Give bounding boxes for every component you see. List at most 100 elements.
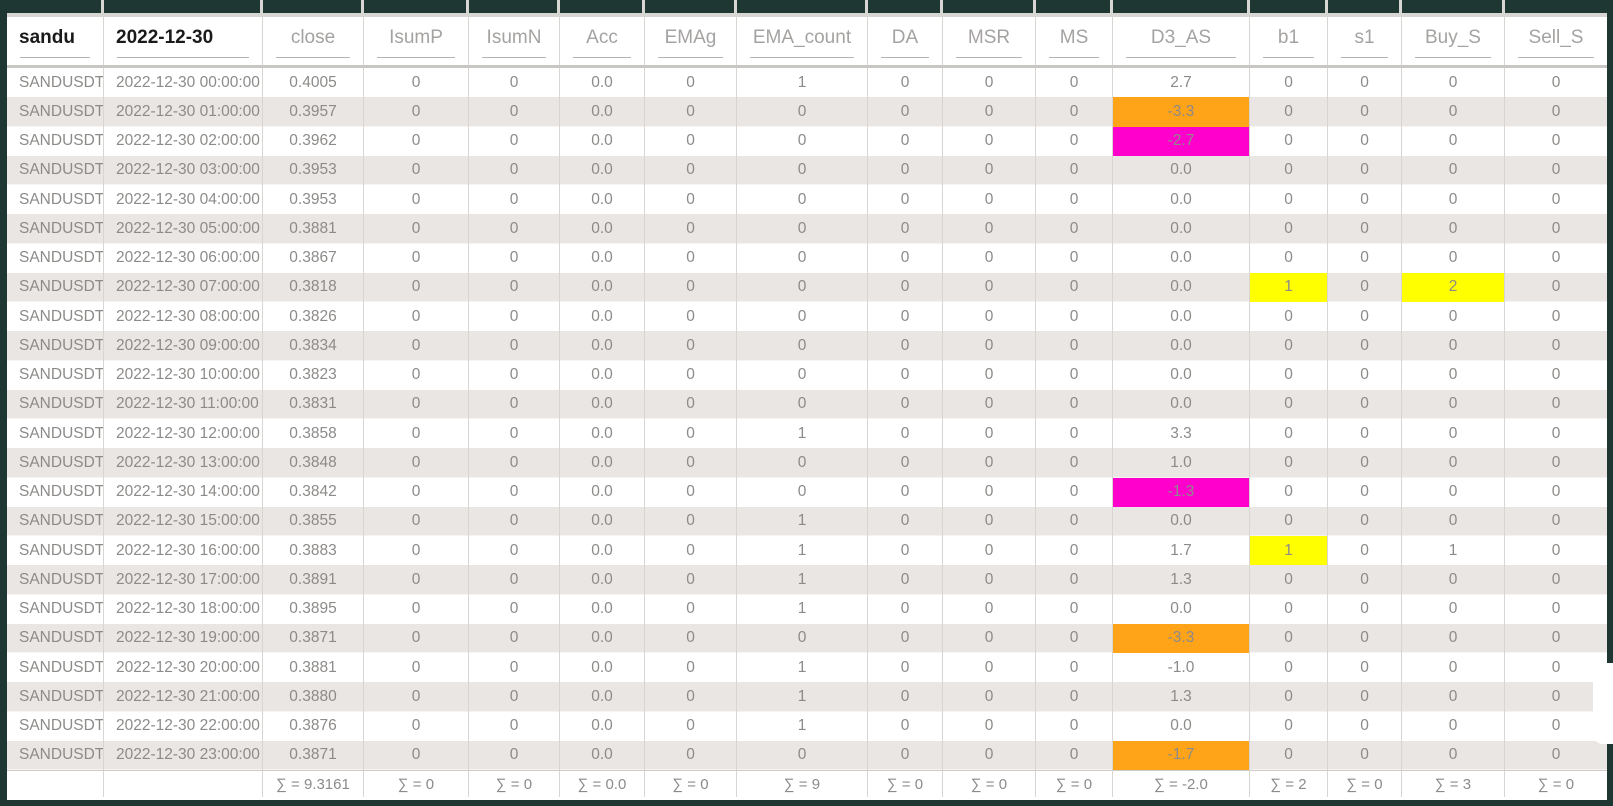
cell: 0 [868,214,943,244]
column-header-s1[interactable]: s1 [1328,17,1402,65]
cell: 0 [943,536,1036,566]
cell: 0.0 [560,448,645,478]
cell: 0 [1250,594,1328,624]
column-header-acc[interactable]: Acc [560,17,645,65]
cell: 2 [1402,272,1505,302]
cell: 0.4005 [263,68,364,98]
cell: 0 [737,623,868,653]
column-header-isump[interactable]: IsumP [364,17,469,65]
cell: 0 [364,653,469,683]
sum-cell [7,771,104,797]
frame-top-segment [1036,0,1110,13]
header-underline [1126,57,1236,58]
cell: 0.3953 [263,185,364,215]
cell: 0 [1402,243,1505,273]
cell: 2022-12-30 02:00:00 [104,126,263,156]
cell: 0 [645,740,737,770]
column-header-ema-count[interactable]: EMA_count [737,17,868,65]
cell: 0 [943,653,1036,683]
cell: 2022-12-30 21:00:00 [104,682,263,712]
cell: 0 [1402,682,1505,712]
cell: 0 [943,623,1036,653]
cell: 0 [469,711,560,741]
cell: SANDUSDT [7,126,104,156]
cell: 0 [364,272,469,302]
cell: 0 [1036,155,1113,185]
cell: 0 [645,711,737,741]
cell: 0.3881 [263,653,364,683]
cell: 0.3831 [263,389,364,419]
cell: 0 [645,185,737,215]
cell: 0 [364,536,469,566]
table-row: SANDUSDT 2022-12-30 00:00:00 0.4005 0 0 0.0 0 1… [7,68,1607,98]
cell: 0 [868,594,943,624]
cell: 0 [645,214,737,244]
cell: 0 [1036,389,1113,419]
column-header-d3-as[interactable]: D3_AS [1113,17,1250,65]
column-header-b1[interactable]: b1 [1250,17,1328,65]
cell: SANDUSDT [7,740,104,770]
column-header-da[interactable]: DA [868,17,943,65]
cell: 0 [645,360,737,390]
header-underline [881,57,929,58]
column-header-sell-s[interactable]: Sell_S [1505,17,1607,65]
column-header-emag[interactable]: EMAg [645,17,737,65]
cell: SANDUSDT [7,653,104,683]
cell: 2022-12-30 19:00:00 [104,623,263,653]
cell: 0.0 [560,155,645,185]
cell: 0 [364,740,469,770]
cell: 0.0 [1113,155,1250,185]
column-header-2022-12-30[interactable]: 2022-12-30 [104,17,263,65]
cell: 0.3883 [263,536,364,566]
cell: 0 [1250,97,1328,127]
cell: 0 [469,740,560,770]
cell: 0 [469,389,560,419]
cell: 2022-12-30 22:00:00 [104,711,263,741]
cell: 0 [1250,331,1328,361]
cell: 1 [737,506,868,536]
cell: 0 [868,711,943,741]
header-underline [573,57,631,58]
header-underline [658,57,723,58]
cell: 0 [1250,653,1328,683]
cell: 2022-12-30 06:00:00 [104,243,263,273]
table-row: SANDUSDT 2022-12-30 07:00:00 0.3818 0 0 0.0 0 0… [7,272,1607,302]
cell: 0.0 [560,536,645,566]
cell: 0 [645,97,737,127]
cell: 2022-12-30 11:00:00 [104,389,263,419]
sum-cell: ∑ = 0 [1537,775,1575,793]
cell: 0 [1328,623,1402,653]
cell: 0 [1328,477,1402,507]
column-header-close[interactable]: close [263,17,364,65]
cell: 0.0 [1113,243,1250,273]
column-header-msr[interactable]: MSR [943,17,1036,65]
cell: 0 [1402,448,1505,478]
cell: SANDUSDT [7,565,104,595]
cell: 0 [737,331,868,361]
cell: 0 [1036,506,1113,536]
cell: 0 [1036,536,1113,566]
cell: 0 [469,97,560,127]
cell: 0 [737,272,868,302]
cell: 0 [364,448,469,478]
cell: 2022-12-30 15:00:00 [104,506,263,536]
cell: 0 [943,185,1036,215]
cell: 0 [1402,302,1505,332]
cell: 0.3867 [263,243,364,273]
column-header-ms[interactable]: MS [1036,17,1113,65]
scrollbar-thumb[interactable] [1593,663,1613,744]
cell: 0 [1505,361,1607,390]
column-header-isumn[interactable]: IsumN [469,17,560,65]
column-header-sandu[interactable]: sandu [7,17,104,65]
cell: 0.0 [560,653,645,683]
cell: 2022-12-30 20:00:00 [104,653,263,683]
table-row: SANDUSDT 2022-12-30 09:00:00 0.3834 0 0 0.0 0 0… [7,331,1607,361]
column-header-buy-s[interactable]: Buy_S [1402,17,1505,65]
cell: 0 [469,331,560,361]
frame-top-segment [560,0,642,13]
cell: 2022-12-30 05:00:00 [104,214,263,244]
cell: 0.0 [560,302,645,332]
cell: 0 [1250,185,1328,215]
cell: 0 [868,682,943,712]
cell: 0.0 [1113,389,1250,419]
